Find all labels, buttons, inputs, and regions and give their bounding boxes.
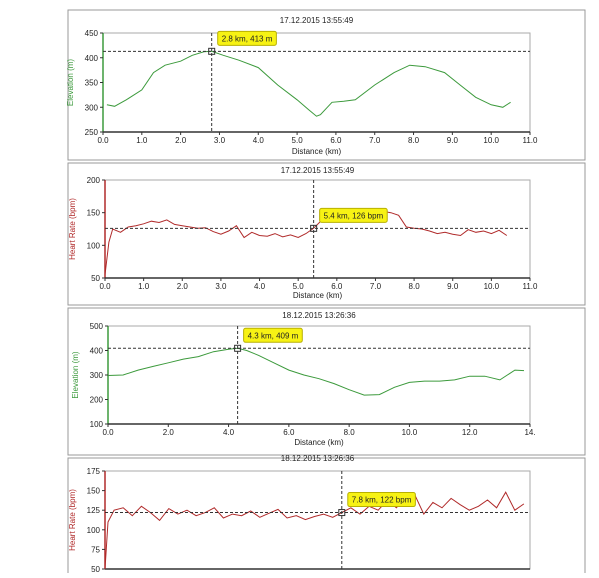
x-tick-label: 0.0 — [97, 136, 109, 145]
tooltip-box — [217, 30, 277, 46]
elevation-line — [106, 50, 511, 117]
x-tick-label: 2.0 — [177, 282, 189, 291]
y-tick-label: 100 — [87, 241, 101, 250]
x-tick-label: 3.0 — [214, 136, 226, 145]
x-axis-label: Distance (km) — [293, 291, 343, 300]
chart-title: 17.12.2015 13:55:49 — [280, 16, 354, 25]
y-tick-label: 350 — [85, 79, 99, 88]
x-tick-label: 10.0 — [484, 282, 500, 291]
y-tick-label: 50 — [91, 565, 100, 573]
elevation-line — [104, 491, 525, 570]
chart-title: 18.12.2015 13:26:36 — [281, 454, 355, 463]
elevation-line — [104, 210, 508, 275]
cursor-marker — [338, 509, 346, 517]
y-tick-label: 100 — [90, 420, 104, 429]
chart-title: 18.12.2015 13:26:36 — [282, 311, 356, 320]
x-tick-label: 1.0 — [136, 136, 148, 145]
panel-frame — [67, 457, 586, 578]
tooltip-box — [243, 327, 303, 343]
x-tick-label: 8.0 — [408, 136, 420, 145]
x-tick-label: 9.0 — [447, 136, 459, 145]
x-tick-label: 5.0 — [292, 136, 304, 145]
y-tick-label: 200 — [90, 396, 104, 405]
tooltip-text: 5.4 km, 126 bpm — [324, 211, 384, 220]
x-tick-label: 6.0 — [330, 136, 342, 145]
y-tick-label: 300 — [90, 371, 104, 380]
x-axis-label: Distance (km) — [294, 438, 344, 447]
x-tick-label: 0.0 — [102, 428, 114, 437]
x-tick-label: 10.0 — [402, 428, 418, 437]
x-tick-label: 8.0 — [409, 282, 421, 291]
cursor-marker — [208, 47, 216, 55]
y-tick-label: 400 — [90, 347, 104, 356]
y-tick-label: 250 — [85, 128, 99, 137]
y-tick-label: 400 — [85, 54, 99, 63]
x-tick-label: 0.0 — [99, 282, 111, 291]
x-tick-label: 12.0 — [462, 428, 478, 437]
y-tick-label: 300 — [85, 103, 99, 112]
x-tick-label: 4.0 — [223, 428, 235, 437]
panel-frame — [67, 9, 586, 161]
y-tick-label: 50 — [91, 274, 100, 283]
x-tick-label: 6.0 — [331, 282, 343, 291]
y-axis-label: Heart Rate (bpm) — [68, 198, 77, 260]
panel-frame — [67, 307, 586, 456]
y-tick-label: 150 — [87, 209, 101, 218]
x-tick-label: 6.0 — [283, 428, 295, 437]
x-tick-label: 1.0 — [138, 282, 150, 291]
x-tick-label: 7.0 — [370, 282, 382, 291]
y-tick-label: 150 — [87, 487, 101, 496]
x-tick-label: 11.0 — [523, 282, 539, 291]
x-axis-label: Distance (km) — [292, 147, 342, 156]
x-tick-label: 2.0 — [175, 136, 187, 145]
panel-frame — [67, 162, 586, 306]
tooltip-box — [347, 492, 416, 508]
x-tick-label: 8.0 — [344, 428, 356, 437]
cursor-marker — [234, 344, 242, 352]
y-tick-label: 100 — [87, 526, 101, 535]
tooltip-box — [319, 207, 388, 223]
x-tick-label: 4.0 — [254, 282, 266, 291]
tooltip-text: 4.3 km, 409 m — [248, 331, 299, 340]
y-axis-label: Elevation (m) — [71, 351, 80, 398]
x-tick-label: 14. — [524, 428, 535, 437]
y-tick-label: 200 — [87, 176, 101, 185]
x-tick-label: 7.0 — [369, 136, 381, 145]
x-tick-label: 10.0 — [483, 136, 499, 145]
y-tick-label: 75 — [91, 545, 100, 554]
y-tick-label: 500 — [90, 322, 104, 331]
elevation-line — [107, 347, 525, 396]
y-tick-label: 175 — [87, 467, 101, 476]
chart-title: 17.12.2015 13:55:49 — [281, 166, 355, 175]
tooltip-text: 7.8 km, 122 bpm — [352, 496, 412, 505]
tooltip-text: 2.8 km, 413 m — [222, 34, 273, 43]
y-axis-label: Elevation (m) — [66, 59, 75, 106]
y-tick-label: 125 — [87, 506, 101, 515]
x-tick-label: 11.0 — [523, 136, 539, 145]
x-tick-label: 9.0 — [447, 282, 459, 291]
x-tick-label: 2.0 — [163, 428, 175, 437]
y-tick-label: 450 — [85, 29, 99, 38]
x-tick-label: 5.0 — [293, 282, 305, 291]
x-tick-label: 4.0 — [253, 136, 265, 145]
x-tick-label: 3.0 — [215, 282, 227, 291]
y-axis-label: Heart Rate (bpm) — [68, 489, 77, 551]
cursor-marker — [310, 224, 318, 232]
